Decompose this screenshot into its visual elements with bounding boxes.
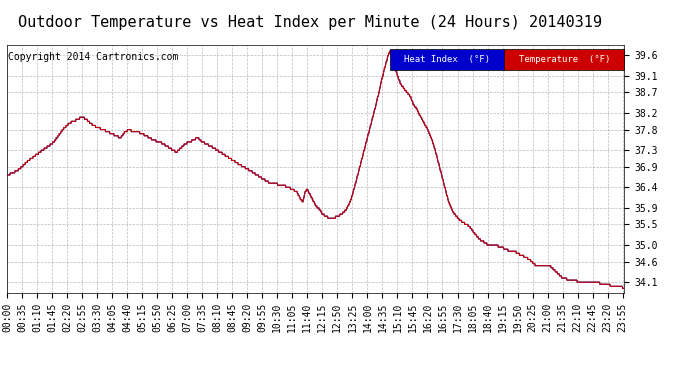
Text: Copyright 2014 Cartronics.com: Copyright 2014 Cartronics.com	[8, 53, 178, 62]
Text: Temperature  (°F): Temperature (°F)	[519, 55, 610, 64]
Text: Heat Index  (°F): Heat Index (°F)	[404, 55, 490, 64]
Text: Outdoor Temperature vs Heat Index per Minute (24 Hours) 20140319: Outdoor Temperature vs Heat Index per Mi…	[19, 15, 602, 30]
FancyBboxPatch shape	[504, 49, 624, 70]
FancyBboxPatch shape	[390, 49, 504, 70]
